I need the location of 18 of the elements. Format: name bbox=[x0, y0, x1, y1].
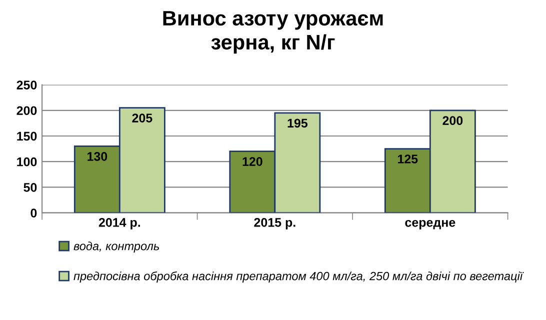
legend-label: вода, контроль bbox=[74, 242, 159, 253]
data-label: 125 bbox=[398, 154, 418, 164]
data-label: 195 bbox=[288, 118, 308, 128]
y-tick-label: 0 bbox=[30, 208, 37, 218]
y-tick-label: 150 bbox=[17, 132, 37, 141]
y-tick-label: 50 bbox=[24, 183, 37, 192]
y-tick-label: 200 bbox=[16, 106, 37, 116]
data-label: 130 bbox=[88, 152, 108, 161]
y-tick-label: 250 bbox=[16, 80, 37, 90]
y-tick-label: 100 bbox=[17, 157, 37, 166]
x-tick-label: 2014 р. bbox=[98, 218, 140, 230]
chart-title: Винос азоту урожаєм зерна, кг N/г bbox=[163, 11, 383, 54]
data-label: 205 bbox=[132, 114, 152, 122]
data-label: 200 bbox=[442, 116, 463, 126]
data-label: 120 bbox=[242, 157, 262, 166]
x-tick-label: 2015 р. bbox=[254, 218, 296, 230]
x-tick-label: середне bbox=[405, 220, 456, 230]
legend-label: предпосівна обробка насіння препаратом 400 мл/га, 250 мл/га двічі по вегетації bbox=[74, 271, 524, 283]
